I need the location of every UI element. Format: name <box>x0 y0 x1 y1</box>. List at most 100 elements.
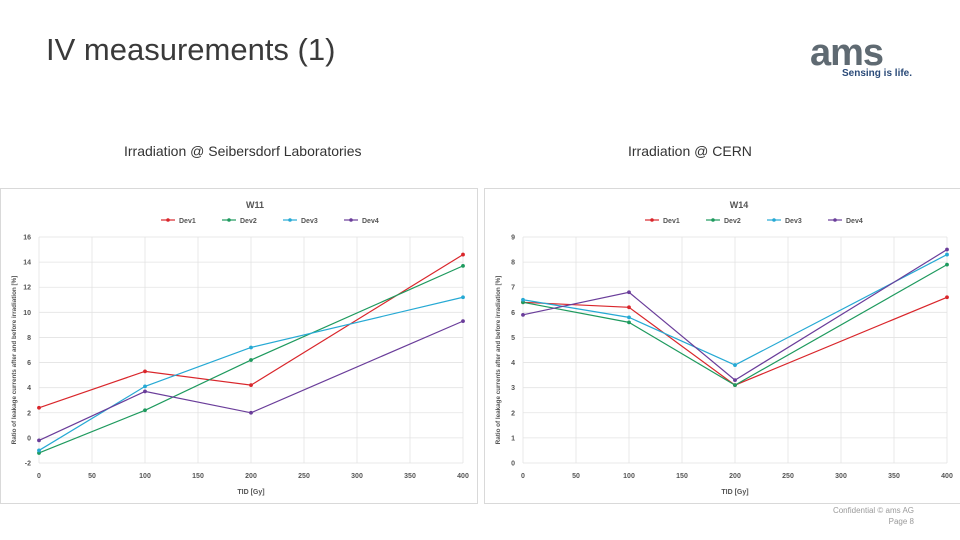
data-point-dev4 <box>143 389 147 394</box>
y-tick-label: 1 <box>511 435 515 442</box>
legend-marker-dev3 <box>288 218 292 222</box>
y-tick-label: 0 <box>27 435 31 442</box>
legend-label-dev2: Dev2 <box>724 218 741 225</box>
x-tick-label: 100 <box>139 473 151 480</box>
legend-marker-dev4 <box>833 218 837 222</box>
x-tick-label: 400 <box>457 473 469 480</box>
chart-title: W14 <box>730 200 749 210</box>
x-tick-label: 150 <box>676 473 688 480</box>
data-point-dev3 <box>37 448 41 453</box>
data-point-dev4 <box>37 438 41 443</box>
x-tick-label: 400 <box>941 473 953 480</box>
y-tick-label: 4 <box>27 385 31 392</box>
data-point-dev3 <box>461 295 465 300</box>
x-tick-label: 350 <box>404 473 416 480</box>
data-point-dev2 <box>461 263 465 268</box>
chart-w11: W11 Dev1 Dev2 Dev3 Dev4 0 50 100 150 200 250 300 350… <box>0 188 478 504</box>
legend-label-dev1: Dev1 <box>179 218 196 225</box>
data-point-dev3 <box>627 315 631 320</box>
data-point-dev1 <box>945 295 949 300</box>
x-axis-label: TID [Gy] <box>721 489 748 496</box>
y-tick-label: 9 <box>511 235 515 242</box>
y-axis-label: Ratio of leakage currents after and befo… <box>11 276 18 445</box>
series-line-dev3 <box>522 254 948 366</box>
data-point-dev2 <box>945 262 949 267</box>
data-point-dev4 <box>461 319 465 324</box>
data-point-dev3 <box>143 384 147 389</box>
data-point-dev1 <box>37 405 41 410</box>
legend-label-dev4: Dev4 <box>846 218 863 225</box>
series-line-dev1 <box>38 254 464 409</box>
y-tick-label: 10 <box>23 310 31 317</box>
data-point-dev2 <box>733 383 737 388</box>
y-tick-label: 5 <box>511 335 515 342</box>
x-axis-label: TID [Gy] <box>237 489 264 496</box>
legend-label-dev1: Dev1 <box>663 218 680 225</box>
data-point-dev4 <box>521 312 525 317</box>
legend-label-dev3: Dev3 <box>301 218 318 225</box>
chart-w14: W14 Dev1 Dev2 Dev3 Dev4 0 50 100 150 200 250 300 350… <box>484 188 960 504</box>
series-line-dev1 <box>522 296 948 386</box>
data-point-dev1 <box>249 383 253 388</box>
data-point-dev3 <box>249 345 253 350</box>
x-tick-label: 0 <box>521 473 525 480</box>
legend-label-dev3: Dev3 <box>785 218 802 225</box>
data-point-dev2 <box>143 408 147 413</box>
legend-marker-dev2 <box>227 218 231 222</box>
data-point-dev2 <box>249 358 253 362</box>
legend-label-dev4: Dev4 <box>362 218 379 225</box>
legend-marker-dev2 <box>711 218 715 222</box>
legend-label-dev2: Dev2 <box>240 218 257 225</box>
logo-wordmark: ams <box>810 32 884 74</box>
x-tick-label: 150 <box>192 473 204 480</box>
ams-logo: ams Sensing is life. <box>808 32 918 86</box>
data-point-dev1 <box>461 252 465 257</box>
footer-page: Page 8 <box>888 517 914 526</box>
logo-tagline: Sensing is life. <box>842 68 913 79</box>
y-tick-label: 6 <box>511 310 515 317</box>
x-tick-label: 0 <box>37 473 41 480</box>
y-tick-label: 16 <box>23 235 31 242</box>
caption-left: Irradiation @ Seibersdorf Laboratories <box>124 143 362 159</box>
series-line-dev2 <box>38 265 464 454</box>
x-tick-label: 200 <box>245 473 257 480</box>
y-tick-label: 2 <box>511 410 515 417</box>
x-tick-label: 200 <box>729 473 741 480</box>
y-tick-label: 8 <box>27 335 31 342</box>
y-tick-label: -2 <box>25 461 31 468</box>
y-tick-label: 2 <box>27 410 31 417</box>
data-point-dev4 <box>627 290 631 295</box>
x-tick-label: 100 <box>623 473 635 480</box>
data-point-dev3 <box>733 363 737 367</box>
y-tick-label: 4 <box>511 360 515 367</box>
series-line-dev4 <box>522 249 948 381</box>
y-tick-label: 12 <box>23 285 31 292</box>
y-tick-label: 0 <box>511 461 515 468</box>
data-point-dev4 <box>733 378 737 383</box>
legend-marker-dev3 <box>772 218 776 222</box>
series-line-dev3 <box>38 296 464 451</box>
caption-right: Irradiation @ CERN <box>628 143 752 159</box>
legend-marker-dev1 <box>650 218 654 222</box>
x-tick-label: 250 <box>782 473 794 480</box>
slide-title: IV measurements (1) <box>46 32 336 67</box>
data-point-dev4 <box>945 247 949 252</box>
data-point-dev3 <box>945 252 949 257</box>
footer-confidential: Confidential © ams AG <box>832 506 914 515</box>
y-tick-label: 14 <box>23 260 31 267</box>
x-tick-label: 250 <box>298 473 310 480</box>
legend-marker-dev4 <box>349 218 353 222</box>
y-axis-label: Ratio of leakage currents after and befo… <box>495 276 502 445</box>
chart-title: W11 <box>246 200 264 210</box>
y-tick-label: 7 <box>511 285 515 292</box>
data-point-dev1 <box>627 305 631 310</box>
x-tick-label: 50 <box>88 473 96 480</box>
x-tick-label: 350 <box>888 473 900 480</box>
data-point-dev3 <box>521 297 525 302</box>
footer: Confidential © ams AG Page 8 <box>833 505 914 527</box>
data-point-dev2 <box>627 320 631 325</box>
x-tick-label: 300 <box>835 473 847 480</box>
x-tick-label: 50 <box>572 473 580 480</box>
